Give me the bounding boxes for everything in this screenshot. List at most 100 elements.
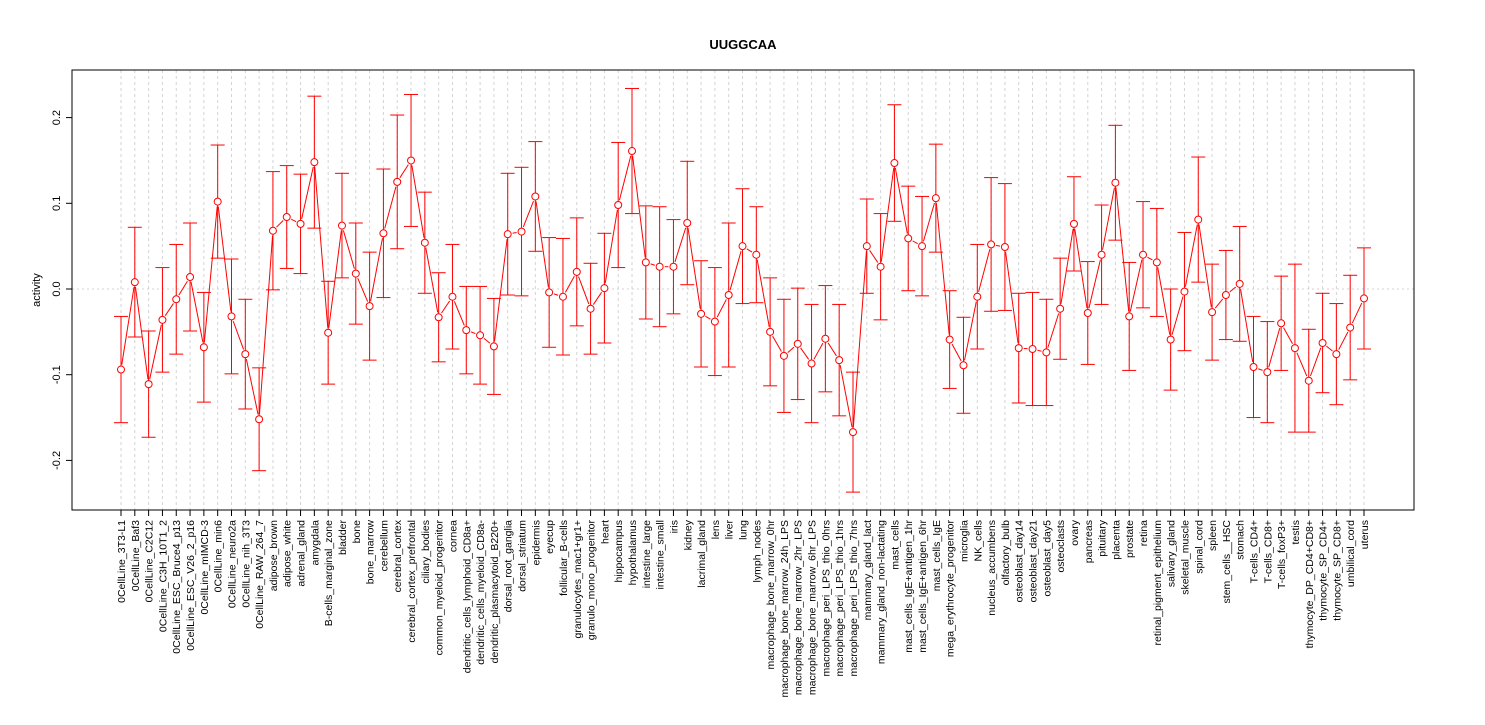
- series-line-segment: [1352, 303, 1362, 323]
- data-point: [546, 289, 553, 296]
- x-tick-label: dendritic_plasmacytoid_B220+: [489, 520, 501, 663]
- series-line-segment: [619, 156, 630, 200]
- data-point: [1001, 244, 1008, 251]
- x-tick-label: hypothalamus: [627, 520, 639, 585]
- x-tick-label: macrophage_peri_LPS_thio_1hrs: [834, 520, 846, 676]
- data-point: [1347, 324, 1354, 331]
- x-tick-label: T-cells_foxP3+: [1276, 520, 1288, 589]
- x-tick-label: spinal_cord: [1193, 520, 1205, 574]
- x-tick-label: adipose_white: [282, 520, 294, 587]
- x-tick-label: adrenal_gland: [296, 520, 308, 587]
- data-point: [1195, 216, 1202, 223]
- data-point: [974, 293, 981, 300]
- series-line-segment: [1269, 328, 1280, 367]
- x-tick-label: amygdala: [309, 520, 321, 566]
- series-line-segment: [371, 238, 383, 301]
- x-tick-label: B-cells_marginal_zone: [323, 520, 335, 626]
- x-tick-label: bone_marrow: [365, 520, 377, 585]
- series-line-segment: [979, 249, 990, 292]
- data-point: [269, 227, 276, 234]
- data-point: [242, 351, 249, 358]
- x-tick-label: 0CellLine_C2C12: [144, 520, 156, 602]
- x-tick-label: 0CellLine_ESC_V26_2_p16: [185, 520, 197, 651]
- series-line-segment: [1075, 229, 1087, 308]
- x-tick-label: skeletal_muscle: [1179, 520, 1191, 595]
- data-point: [380, 230, 387, 237]
- series-line-segment: [923, 203, 934, 241]
- series-line-segment: [1258, 369, 1262, 371]
- series-line-segment: [1215, 299, 1223, 308]
- data-point: [159, 316, 166, 323]
- data-point: [421, 239, 428, 246]
- x-tick-label: stomach: [1235, 520, 1247, 560]
- series-line-segment: [513, 232, 517, 233]
- data-point: [642, 259, 649, 266]
- x-tick-label: lens: [710, 520, 722, 539]
- data-point: [808, 360, 815, 367]
- x-tick-label: olfactory_bulb: [1000, 520, 1012, 586]
- y-axis-label: activity: [31, 273, 43, 307]
- data-point: [1250, 363, 1257, 370]
- series-line-segment: [1326, 346, 1332, 351]
- x-tick-label: dendritic_cells_lymphoid_CD8a+: [461, 520, 473, 673]
- series-line-segment: [840, 365, 852, 427]
- series-line-segment: [426, 248, 438, 313]
- data-point: [200, 344, 207, 351]
- data-point: [449, 293, 456, 300]
- x-tick-label: osteoblast_day14: [1014, 520, 1026, 602]
- series-line-segment: [1048, 313, 1059, 347]
- data-point: [725, 291, 732, 298]
- series-line-segment: [1172, 296, 1183, 334]
- data-point: [1305, 377, 1312, 384]
- series-line-segment: [495, 239, 508, 341]
- series-line-segment: [1037, 350, 1041, 351]
- x-tick-label: T-cells_CD8+: [1262, 520, 1274, 583]
- x-tick-label: macrophage_bone_marrow_0hr: [765, 520, 777, 670]
- data-point: [228, 313, 235, 320]
- data-point: [1084, 309, 1091, 316]
- series-line-segment: [593, 292, 601, 304]
- data-point: [684, 220, 691, 227]
- data-point: [932, 195, 939, 202]
- x-tick-label: granulo_mono_progenitor: [586, 520, 598, 641]
- data-point: [587, 305, 594, 312]
- series-line-segment: [150, 325, 162, 379]
- x-tick-label: dorsal_root_ganglia: [503, 520, 515, 612]
- series-line-segment: [554, 294, 558, 295]
- data-point: [490, 343, 497, 350]
- series-line-segment: [730, 251, 741, 290]
- series-line-segment: [1284, 328, 1293, 344]
- series-line-segment: [523, 201, 533, 227]
- y-tick-label: 0.2: [51, 110, 63, 125]
- x-tick-label: 0CellLine_ESC_Bruce4_p13: [171, 520, 183, 654]
- series-line-segment: [633, 156, 646, 257]
- y-tick-label: 0.1: [51, 196, 63, 211]
- data-point: [670, 263, 677, 270]
- x-tick-label: osteoblast_day21: [1028, 520, 1040, 602]
- x-tick-label: macrophage_peri_LPS_thio_7hrs: [848, 520, 860, 676]
- series-line-segment: [996, 245, 1000, 246]
- data-point: [463, 327, 470, 334]
- data-point: [836, 357, 843, 364]
- series-line-segment: [788, 347, 794, 352]
- data-point: [325, 329, 332, 336]
- series-line-segment: [757, 260, 769, 327]
- data-point: [905, 235, 912, 242]
- x-tick-label: 0CellLine_3T3-L1: [116, 520, 128, 603]
- series-line-segment: [1006, 252, 1018, 343]
- series-line-segment: [122, 287, 134, 365]
- x-tick-label: bladder: [337, 520, 349, 556]
- series-line-segment: [441, 301, 449, 313]
- data-point: [338, 222, 345, 229]
- series-line-segment: [1241, 289, 1253, 362]
- x-tick-label: iris: [668, 520, 680, 533]
- series-line-segment: [385, 187, 396, 229]
- series-line-segment: [705, 316, 710, 319]
- x-tick-label: mast_cells_IgE: [931, 520, 943, 591]
- series-line-segment: [302, 167, 314, 219]
- series-line-segment: [135, 287, 147, 379]
- x-tick-label: intestine_small: [655, 520, 667, 589]
- data-point: [698, 310, 705, 317]
- series-line-segment: [773, 336, 782, 351]
